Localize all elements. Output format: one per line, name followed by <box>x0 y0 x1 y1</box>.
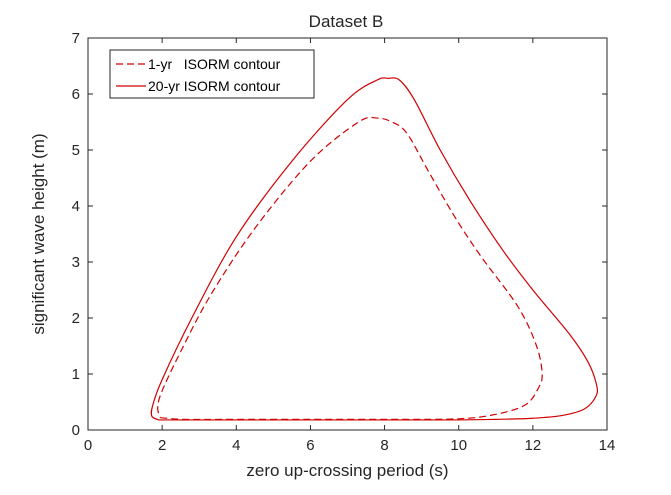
series-1yr-contour <box>157 116 543 421</box>
y-tick-label: 7 <box>72 30 80 47</box>
y-tick-label: 5 <box>72 142 80 159</box>
x-tick-label: 10 <box>450 437 467 454</box>
series-layer <box>150 77 599 421</box>
y-tick-label: 2 <box>72 310 80 327</box>
y-tick-label: 0 <box>72 422 80 439</box>
x-tick-label: 2 <box>158 437 166 454</box>
x-tick-label: 14 <box>599 437 616 454</box>
y-tick-label: 6 <box>72 86 80 103</box>
legend-entry-1yr: 1-yr ISORM contour <box>148 56 281 72</box>
legend: 1-yr ISORM contour 20-yr ISORM contour <box>109 49 315 99</box>
x-tick-label: 0 <box>84 437 92 454</box>
y-tick-label: 3 <box>72 254 80 271</box>
chart-title: Dataset B <box>309 12 384 31</box>
y-tick-label: 1 <box>72 366 80 383</box>
legend-entry-20yr: 20-yr ISORM contour <box>148 78 281 94</box>
x-tick-label: 6 <box>306 437 314 454</box>
x-axis-label: zero up-crossing period (s) <box>246 461 448 480</box>
x-axis: 0 2 4 6 8 10 12 14 <box>84 38 616 454</box>
series-20yr-contour <box>150 77 599 421</box>
y-axis: 0 1 2 3 4 5 6 7 <box>72 30 607 439</box>
x-tick-label: 8 <box>380 437 388 454</box>
x-tick-label: 12 <box>525 437 542 454</box>
y-axis-label: significant wave height (m) <box>29 133 48 334</box>
legend-box <box>109 49 315 99</box>
y-tick-label: 4 <box>72 198 80 215</box>
plot-area-frame <box>87 37 608 431</box>
x-tick-label: 4 <box>232 437 240 454</box>
